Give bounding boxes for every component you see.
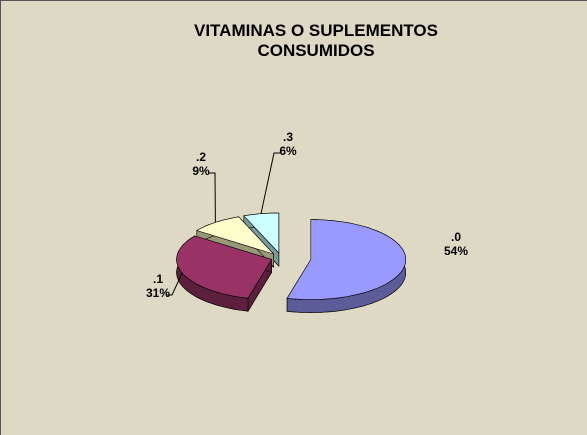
data-label-category: .1 — [153, 272, 163, 286]
leader-line — [260, 152, 280, 214]
data-label-value: 31% — [146, 286, 170, 300]
leader-line — [209, 172, 216, 223]
data-label-category: .0 — [451, 230, 461, 244]
pie-slice — [286, 219, 406, 300]
slice — [176, 235, 273, 313]
leader-line — [166, 272, 183, 296]
data-label-category: .3 — [283, 130, 293, 144]
data-label-value: 9% — [192, 164, 210, 178]
slice — [286, 219, 406, 313]
chart-title: VITAMINAS O SUPLEMENTOS CONSUMIDOS — [193, 21, 438, 60]
data-label-value: 6% — [279, 144, 297, 158]
data-label-category: .2 — [196, 150, 206, 164]
pie-slice — [176, 235, 273, 299]
data-label-value: 54% — [444, 244, 468, 258]
